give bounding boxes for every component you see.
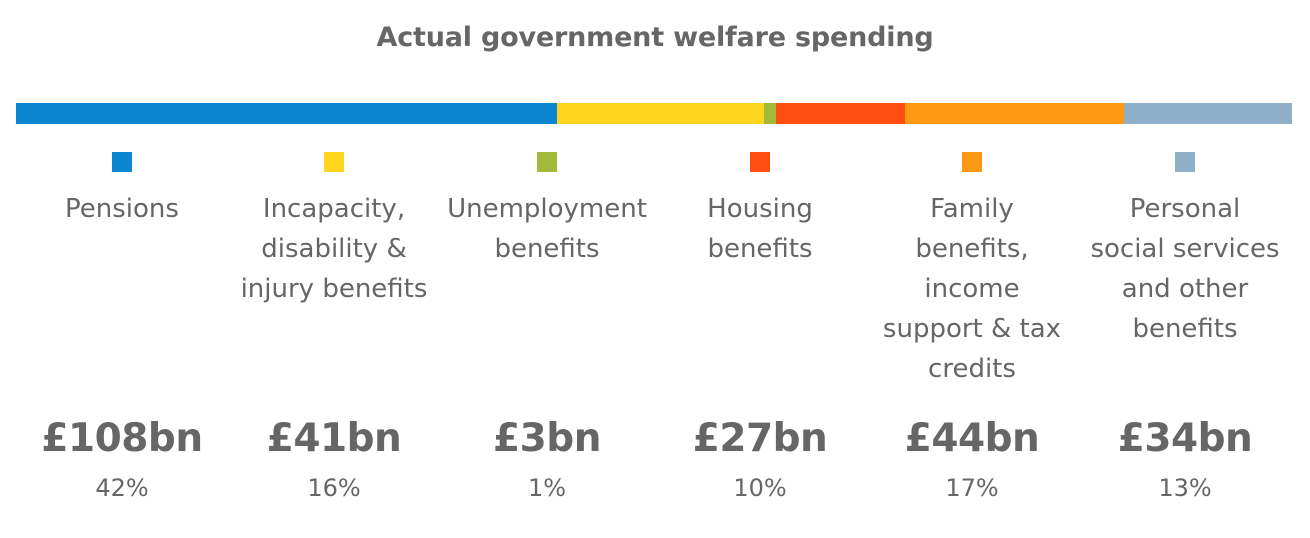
category-label-line: benefits: [1132, 314, 1238, 344]
category-label-line: Pensions: [65, 194, 179, 224]
category-label-family: Family benefits, income support & tax credit…: [866, 189, 1078, 389]
legend-item-unemployment: Unemployment benefits: [441, 152, 653, 269]
category-label-incapacity: Incapacity, disability & injury benefits: [228, 189, 440, 309]
category-label-line: Unemployment: [447, 194, 647, 224]
amount-value-family: £44bn: [904, 416, 1040, 461]
category-label-line: support & tax: [882, 314, 1062, 344]
category-label-unemployment: Unemployment benefits: [441, 189, 653, 269]
category-label-pensions: Pensions: [16, 189, 228, 229]
percent-value-incapacity: 16%: [307, 474, 361, 502]
category-label-line: benefits: [707, 234, 813, 264]
category-label-line: Personal: [1129, 194, 1241, 224]
bar-segment-incapacity: [557, 103, 764, 124]
bar-segment-personal: [1124, 103, 1292, 124]
amount-value-incapacity: £41bn: [266, 416, 402, 461]
category-label-personal: Personal social services and other benefits: [1079, 189, 1291, 349]
category-label-line: income: [924, 274, 1020, 304]
category-label-line: and other: [1121, 274, 1249, 304]
legend-item-pensions: Pensions: [16, 152, 228, 229]
category-label-line: Housing: [707, 194, 813, 224]
percent-value-unemployment: 1%: [527, 474, 567, 502]
category-label-line: benefits: [494, 234, 600, 264]
category-label-line: credits: [928, 354, 1016, 384]
bar-segment-unemployment: [763, 103, 777, 124]
legend-swatch-housing: [750, 152, 770, 172]
legend-swatch-family: [962, 152, 982, 172]
amount-value-unemployment: £3bn: [493, 416, 601, 461]
percent-value-pensions: 42%: [95, 474, 149, 502]
category-label-line: disability &: [261, 234, 407, 264]
category-label-line: Incapacity,: [262, 194, 406, 224]
category-label-line: benefits,: [915, 234, 1029, 264]
category-label-line: social services: [1090, 234, 1280, 264]
bar-segment-housing: [776, 103, 906, 124]
percent-value-family: 17%: [945, 474, 999, 502]
chart-title: Actual government welfare spending: [376, 22, 934, 53]
percent-value-housing: 10%: [733, 474, 787, 502]
bar-segment-pensions: [16, 103, 558, 124]
amount-value-pensions: £108bn: [41, 416, 203, 461]
legend-swatch-pensions: [112, 152, 132, 172]
legend-item-housing: Housing benefits: [654, 152, 866, 269]
legend-swatch-personal: [1175, 152, 1195, 172]
percent-value-personal: 13%: [1158, 474, 1212, 502]
category-label-housing: Housing benefits: [654, 189, 866, 269]
amount-value-housing: £27bn: [692, 416, 828, 461]
legend-item-personal: Personal social services and other benefits: [1079, 152, 1291, 349]
amount-value-personal: £34bn: [1117, 416, 1253, 461]
legend-item-family: Family benefits, income support & tax credit…: [866, 152, 1078, 389]
category-label-line: injury benefits: [240, 274, 428, 304]
legend-swatch-unemployment: [537, 152, 557, 172]
bar-segment-family: [905, 103, 1125, 124]
legend-swatch-incapacity: [324, 152, 344, 172]
category-label-line: Family: [930, 194, 1014, 224]
legend-item-incapacity: Incapacity, disability & injury benefits: [228, 152, 440, 309]
stacked-share-bar: [16, 103, 1292, 124]
